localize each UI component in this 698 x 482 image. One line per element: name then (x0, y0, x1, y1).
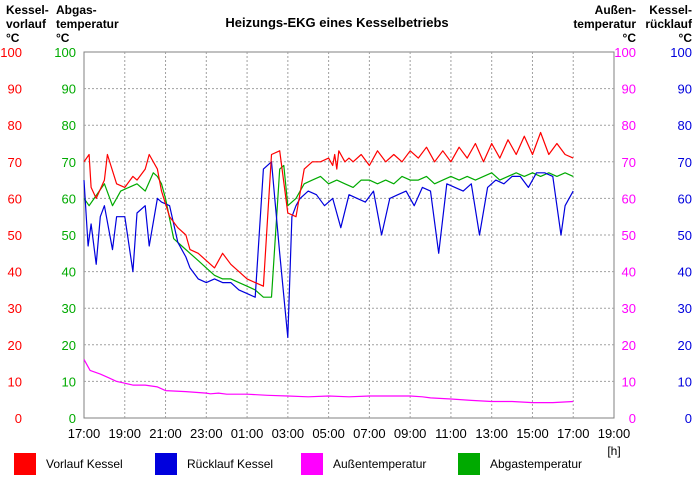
y-tick-label: 80 (678, 118, 692, 133)
y-tick-label: 100 (0, 45, 22, 60)
legend-swatch (301, 453, 323, 475)
y-tick-label: 90 (622, 82, 636, 97)
axis-title-line: °C (678, 31, 692, 45)
legend-label: Vorlauf Kessel (46, 457, 123, 471)
axis-title-line: vorlauf (6, 17, 47, 31)
x-tick-label: 01:00 (231, 426, 264, 441)
axis-title-line: Kessel- (6, 3, 49, 17)
x-tick-label: 07:00 (353, 426, 386, 441)
legend-item-aussentemperatur: Außentemperatur (301, 453, 426, 475)
y-tick-label: 100 (670, 45, 692, 60)
x-tick-label: 19:00 (108, 426, 141, 441)
y-tick-label: 30 (62, 301, 76, 316)
y-tick-label: 40 (8, 265, 22, 280)
y-tick-label: 0 (629, 411, 636, 426)
x-unit-label: [h] (607, 444, 620, 458)
y-tick-label: 10 (62, 374, 76, 389)
y-tick-label: 50 (8, 228, 22, 243)
axis-title-line: rücklauf (645, 17, 692, 31)
series-line-2 (83, 359, 574, 404)
y-tick-label: 40 (622, 265, 636, 280)
y-tick-label: 70 (678, 155, 692, 170)
series-line-1 (83, 161, 574, 339)
x-tick-label: 21:00 (149, 426, 182, 441)
y-tick-label: 100 (54, 45, 76, 60)
y-tick-label: 80 (62, 118, 76, 133)
x-tick-label: 17:00 (557, 426, 590, 441)
chart-title: Heizungs-EKG eines Kesselbetriebs (225, 15, 448, 30)
y-tick-label: 80 (622, 118, 636, 133)
axis-title-line: Kessel- (649, 3, 692, 17)
legend-label: Außentemperatur (333, 457, 427, 471)
axis-title-abgastemperatur: Abgas- temperatur °C (56, 3, 119, 45)
x-tick-label: 15:00 (516, 426, 549, 441)
legend-swatch (458, 453, 480, 475)
y-tick-label: 50 (678, 228, 692, 243)
y-tick-label: 10 (678, 374, 692, 389)
legend-label: Abgastemperatur (490, 457, 583, 471)
legend-swatch (14, 453, 36, 475)
y-tick-label: 50 (62, 228, 76, 243)
x-tick-label: 09:00 (394, 426, 427, 441)
legend-item-vorlauf: Vorlauf Kessel (14, 453, 123, 475)
y-tick-label: 70 (8, 155, 22, 170)
y-tick-label: 70 (62, 155, 76, 170)
legend-item-ruecklauf: Rücklauf Kessel (155, 453, 273, 475)
y-tick-label: 20 (678, 338, 692, 353)
x-tick-label: 17:00 (68, 426, 101, 441)
series-line-0 (83, 131, 574, 287)
y-tick-label: 30 (8, 301, 22, 316)
y-tick-label: 30 (678, 301, 692, 316)
axis-title-kesselvorlauf: Kessel- vorlauf °C (6, 3, 49, 45)
x-tick-label: 11:00 (435, 426, 467, 441)
x-tick-label: 03:00 (272, 426, 305, 441)
grid (84, 52, 614, 418)
y-tick-label: 100 (614, 45, 636, 60)
y-tick-label: 20 (8, 338, 22, 353)
series-layer (83, 131, 574, 404)
tick-labels: 0 0 0 0 10 10 10 10 20 20 20 20 30 30 30 30 40 40 40 40 50 50… (0, 45, 692, 458)
legend-label: Rücklauf Kessel (187, 457, 274, 471)
y-tick-label: 60 (62, 191, 76, 206)
axis-title-line: Abgas- (56, 3, 97, 17)
y-tick-label: 90 (62, 82, 76, 97)
axis-title-line: Außen- (594, 3, 636, 17)
y-tick-label: 10 (622, 374, 636, 389)
legend-swatch (155, 453, 177, 475)
legend-item-abgastemperatur: Abgastemperatur (458, 453, 582, 475)
x-tick-label: 19:00 (598, 426, 631, 441)
y-tick-label: 40 (62, 265, 76, 280)
y-tick-label: 60 (678, 191, 692, 206)
axis-title-line: temperatur (573, 17, 636, 31)
y-tick-label: 90 (8, 82, 22, 97)
axis-title-line: temperatur (56, 17, 119, 31)
y-tick-label: 0 (69, 411, 76, 426)
y-tick-label: 10 (8, 374, 22, 389)
x-tick-label: 05:00 (312, 426, 345, 441)
y-tick-label: 90 (678, 82, 692, 97)
x-tick-label: 13:00 (475, 426, 508, 441)
y-tick-label: 0 (685, 411, 692, 426)
y-tick-label: 40 (678, 265, 692, 280)
axis-title-line: °C (56, 31, 70, 45)
y-tick-label: 30 (622, 301, 636, 316)
x-tick-label: 23:00 (190, 426, 223, 441)
axis-title-kesselruecklauf: Kessel- rücklauf °C (645, 3, 692, 45)
axis-title-aussentemperatur: Außen- temperatur °C (573, 3, 636, 45)
y-tick-label: 80 (8, 118, 22, 133)
y-tick-label: 60 (622, 191, 636, 206)
y-tick-label: 70 (622, 155, 636, 170)
y-tick-label: 20 (622, 338, 636, 353)
y-tick-label: 20 (62, 338, 76, 353)
y-tick-label: 50 (622, 228, 636, 243)
y-tick-label: 60 (8, 191, 22, 206)
axis-title-line: °C (622, 31, 636, 45)
axis-title-line: °C (6, 31, 20, 45)
y-tick-label: 0 (15, 411, 22, 426)
